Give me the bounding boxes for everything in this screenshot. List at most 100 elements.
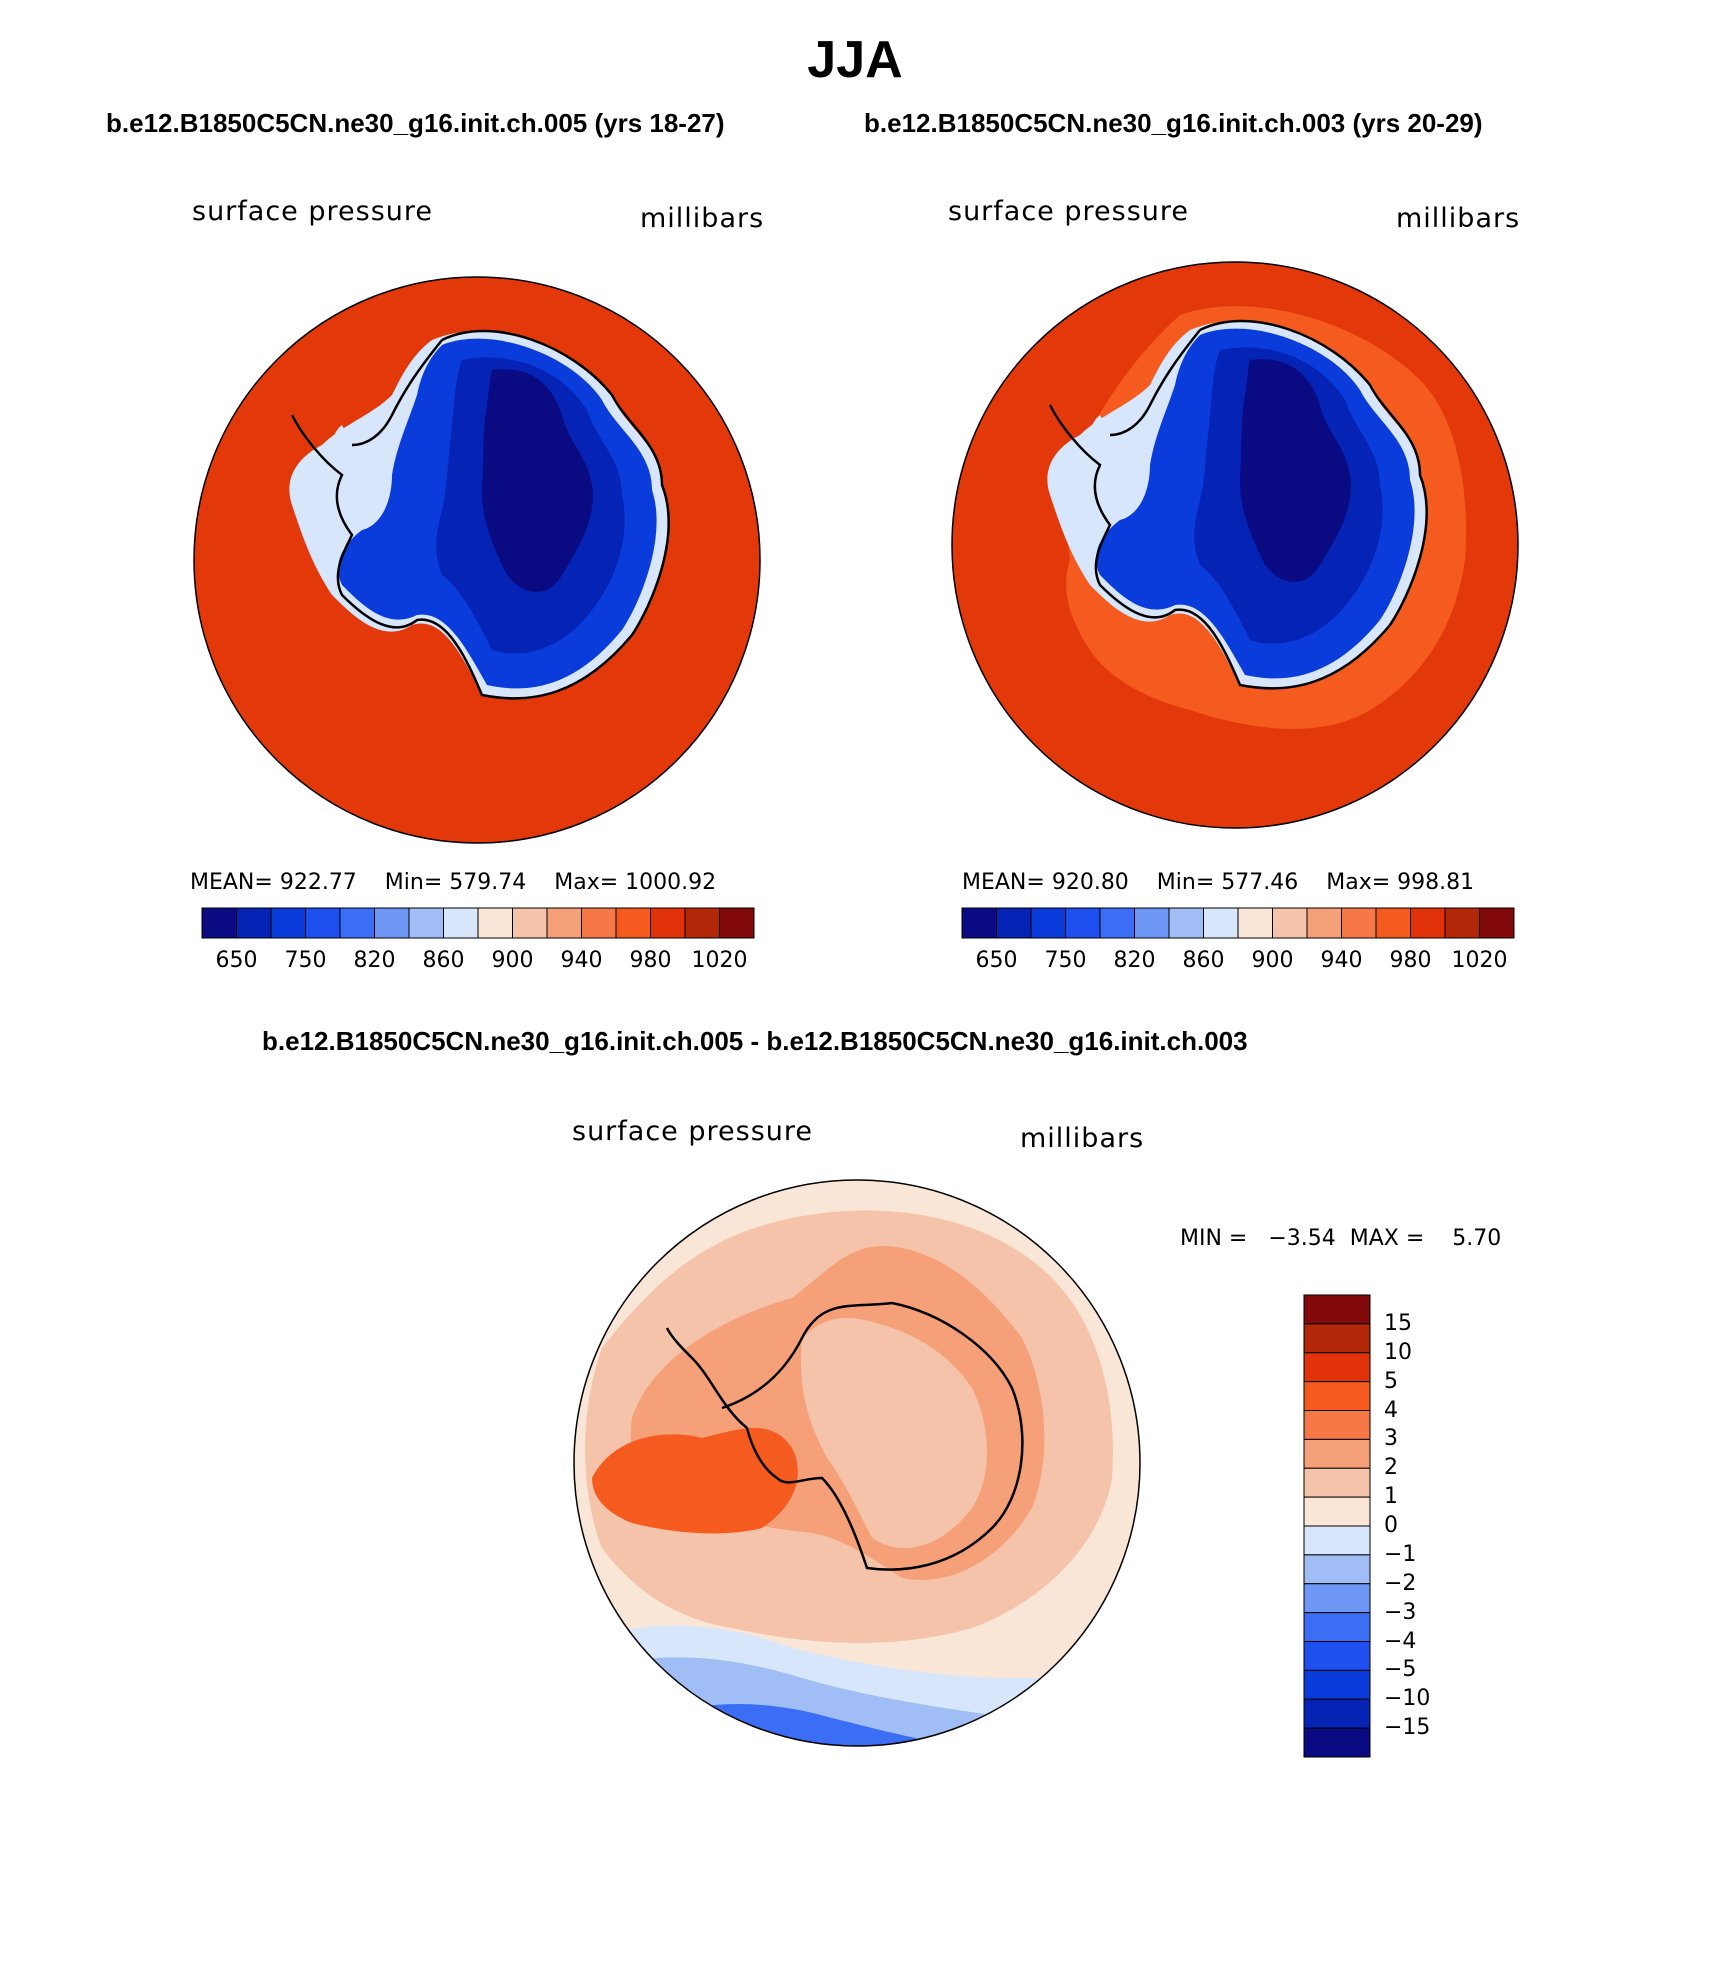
panel3-colorbar-cell bbox=[1303, 1294, 1371, 1325]
panel1-min-label: Min= bbox=[384, 870, 443, 895]
panel3-colorbar-tick-label: 2 bbox=[1384, 1455, 1398, 1481]
panel1-colorbar-cell bbox=[443, 907, 479, 939]
panel1-colorbar-cell bbox=[615, 907, 651, 939]
panel2-min-value: 577.46 bbox=[1221, 870, 1299, 895]
panel2-colorbar-cell bbox=[1306, 907, 1342, 939]
figure-title: JJA bbox=[807, 31, 903, 89]
panel2-variable-label: surface pressure bbox=[948, 196, 1189, 227]
panel3-colorbar-labels: 15 10 5 4 3 2 1 0 −1 −2 −3 −4 −5 −10 −15 bbox=[1384, 1295, 1484, 1757]
panel3-colorbar-cell bbox=[1303, 1612, 1371, 1642]
panel3-colorbar-tick-label: 5 bbox=[1384, 1368, 1398, 1394]
panel3-colorbar-cell bbox=[1303, 1727, 1371, 1758]
panel1-colorbar-cell bbox=[650, 907, 686, 939]
panel2-colorbar-cell bbox=[1272, 907, 1308, 939]
panel3-colorbar-cell bbox=[1303, 1467, 1371, 1498]
panel3-colorbar-cell bbox=[1303, 1496, 1371, 1527]
case-title-left: b.e12.B1850C5CN.ne30_g16.init.ch.005 (yr… bbox=[106, 108, 725, 138]
panel3-colorbar-tick-label: 1 bbox=[1384, 1484, 1398, 1510]
panel3-colorbar-tick-label: 0 bbox=[1384, 1513, 1398, 1538]
panel2-stats: MEAN= 920.80 Min= 577.46 Max= 998.81 bbox=[962, 870, 1474, 895]
panel3-antarctica-mid bbox=[801, 1318, 987, 1548]
panel3-pos-max bbox=[592, 1428, 798, 1534]
panel3-colorbar-tick-label: −3 bbox=[1384, 1599, 1417, 1625]
panel3-colorbar-cell bbox=[1303, 1525, 1371, 1556]
panel1-colorbar-tick-label: 820 bbox=[353, 948, 396, 973]
panel3-colorbar-tick-label: 4 bbox=[1384, 1397, 1398, 1423]
panel2-colorbar-cell bbox=[1030, 907, 1066, 939]
panel1-colorbar-cell bbox=[236, 907, 272, 939]
panel1-max-label: Max= bbox=[554, 870, 619, 895]
panel2-colorbar-cell bbox=[1134, 907, 1170, 939]
panel2-colorbar-tick-label: 650 bbox=[975, 948, 1018, 973]
panel2-colorbar-cell bbox=[996, 907, 1032, 939]
panel3-coastline bbox=[665, 1301, 1024, 1571]
panel2-units-label: millibars bbox=[1396, 203, 1521, 234]
panel2-colorbar-cell bbox=[1065, 907, 1101, 939]
panel2-colorbar bbox=[961, 907, 1515, 939]
panel3-colorbar-cell bbox=[1303, 1554, 1371, 1585]
panel3-colorbar-cell bbox=[1303, 1669, 1371, 1700]
panel1-colorbar-cell bbox=[305, 907, 341, 939]
panel2-peninsula bbox=[1090, 415, 1135, 474]
panel3-variable-label: surface pressure bbox=[572, 1116, 813, 1147]
panel3-colorbar-cell bbox=[1303, 1641, 1371, 1671]
panel1-colorbar-cell bbox=[512, 907, 548, 939]
panel3-colorbar-tick-label: −4 bbox=[1384, 1628, 1417, 1654]
panel1-mean-value: 922.77 bbox=[279, 870, 357, 895]
panel3-min-value: −3.54 bbox=[1268, 1226, 1336, 1251]
panel3-colorbar-cell bbox=[1303, 1583, 1371, 1614]
panel2-colorbar-cell bbox=[1203, 907, 1239, 939]
panel2-colorbar-tick-label: 980 bbox=[1389, 948, 1432, 973]
panel2-max-label: Max= bbox=[1326, 870, 1391, 895]
panel2-max-value: 998.81 bbox=[1397, 870, 1475, 895]
panel2-colorbar-cell bbox=[1479, 907, 1515, 939]
panel2-mean-value: 920.80 bbox=[1051, 870, 1129, 895]
panel1-max-value: 1000.92 bbox=[625, 870, 717, 895]
panel2-colorbar-cell bbox=[1444, 907, 1480, 939]
case-title-diff: b.e12.B1850C5CN.ne30_g16.init.ch.005 - b… bbox=[262, 1026, 1248, 1056]
panel3-colorbar-tick-label: 10 bbox=[1384, 1339, 1412, 1365]
panel2-colorbar-labels: 650 750 820 860 900 940 980 1020 bbox=[962, 948, 1514, 978]
panel2-coastline bbox=[1048, 319, 1428, 690]
panel1-variable-label: surface pressure bbox=[192, 196, 433, 227]
panel1-coastline bbox=[290, 329, 670, 700]
panel1-colorbar-cell bbox=[270, 907, 306, 939]
panel1-peninsula bbox=[332, 425, 377, 484]
panel3-colorbar-cell bbox=[1303, 1381, 1371, 1411]
panel2-mean-label: MEAN= bbox=[962, 870, 1045, 895]
panel3-colorbar-tick-label: −10 bbox=[1384, 1686, 1431, 1712]
panel1-colorbar-cell bbox=[374, 907, 410, 939]
panel1-colorbar-labels: 650 750 820 860 900 940 980 1020 bbox=[202, 948, 754, 978]
panel3-colorbar bbox=[1303, 1294, 1371, 1758]
panel2-colorbar-tick-label: 900 bbox=[1251, 948, 1294, 973]
panel1-colorbar bbox=[201, 907, 755, 939]
panel3-max-value: 5.70 bbox=[1452, 1226, 1502, 1251]
panel3-colorbar-cell bbox=[1303, 1410, 1371, 1440]
panel2-colorbar-cell bbox=[1237, 907, 1273, 939]
panel1-colorbar-cell bbox=[546, 907, 582, 939]
panel2-colorbar-cell bbox=[961, 907, 997, 939]
panel2-colorbar-tick-label: 940 bbox=[1320, 948, 1363, 973]
panel3-map bbox=[573, 1179, 1141, 1747]
panel2-colorbar-tick-label: 820 bbox=[1113, 948, 1156, 973]
panel3-colorbar-tick-label: 15 bbox=[1384, 1310, 1412, 1336]
panel2-colorbar-cell bbox=[1410, 907, 1446, 939]
panel2-colorbar-tick-label: 860 bbox=[1182, 948, 1225, 973]
panel1-colorbar-tick-label: 980 bbox=[629, 948, 672, 973]
panel1-colorbar-tick-label: 900 bbox=[491, 948, 534, 973]
panel1-min-value: 579.74 bbox=[449, 870, 527, 895]
panel1-stats: MEAN= 922.77 Min= 579.74 Max= 1000.92 bbox=[190, 870, 716, 895]
panel3-stats: MIN = −3.54 MAX = 5.70 bbox=[1180, 1226, 1501, 1251]
panel1-colorbar-tick-label: 940 bbox=[560, 948, 603, 973]
panel3-colorbar-cell bbox=[1303, 1323, 1371, 1354]
panel3-colorbar-tick-label: −1 bbox=[1384, 1541, 1417, 1567]
panel3-colorbar-cell bbox=[1303, 1352, 1371, 1383]
panel2-min-label: Min= bbox=[1156, 870, 1215, 895]
panel3-colorbar-cell bbox=[1303, 1438, 1371, 1469]
panel2-colorbar-tick-label: 750 bbox=[1044, 948, 1087, 973]
panel1-colorbar-cell bbox=[339, 907, 375, 939]
panel1-colorbar-tick-label: 650 bbox=[215, 948, 258, 973]
panel1-colorbar-cell bbox=[201, 907, 237, 939]
panel3-colorbar-tick-label: −5 bbox=[1384, 1657, 1417, 1683]
panel1-colorbar-tick-label: 1020 bbox=[691, 948, 748, 973]
